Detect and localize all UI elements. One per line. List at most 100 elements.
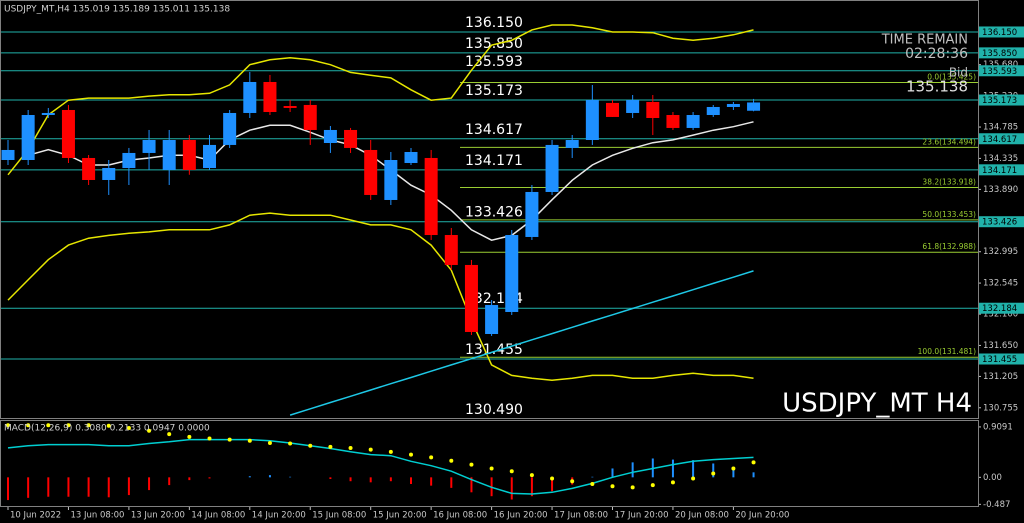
signal-dot xyxy=(650,483,655,488)
level-axis-box xyxy=(979,26,1024,38)
signal-dot xyxy=(670,480,675,485)
signal-dot xyxy=(691,476,696,481)
x-tick-label: 16 Jun 20:00 xyxy=(494,511,548,521)
candle-body xyxy=(747,102,761,111)
y-tick-label: 132.995 xyxy=(983,247,1018,257)
candle-body xyxy=(585,99,599,141)
overlay-line xyxy=(7,24,754,176)
level-label: 135.593 xyxy=(465,54,523,70)
candle-body xyxy=(323,129,337,144)
candle-body xyxy=(1,149,15,160)
signal-dot xyxy=(469,462,474,467)
level-axis-box xyxy=(979,94,1024,106)
y-tick-label: 131.650 xyxy=(983,341,1018,351)
axes: 135.680135.230134.785134.335133.890133.4… xyxy=(7,26,1024,521)
candle-body xyxy=(444,235,458,265)
candle-body xyxy=(182,140,196,170)
time-remain-label: TIME REMAIN xyxy=(881,33,968,48)
x-tick-label: 13 Jun 20:00 xyxy=(131,511,185,521)
level-label: 134.171 xyxy=(465,153,523,169)
x-tick-label: 20 Jun 08:00 xyxy=(675,511,729,521)
y-tick-label: 133.890 xyxy=(983,185,1018,195)
x-tick-label: 17 Jun 08:00 xyxy=(554,511,608,521)
candle-body xyxy=(203,144,216,169)
fib-label: 0.0(135.425) xyxy=(927,72,976,81)
signal-dot xyxy=(288,441,293,446)
candle-body xyxy=(464,264,478,332)
candle-body xyxy=(525,191,539,237)
level-axis-label: 132.184 xyxy=(982,304,1017,314)
candle-body xyxy=(142,140,156,153)
candle-body xyxy=(726,103,740,107)
fib-label: 100.0(131.481) xyxy=(918,347,976,356)
signal-dot xyxy=(308,443,313,448)
signal-dot xyxy=(711,471,716,476)
level-axis-label: 133.426 xyxy=(982,218,1017,228)
fib-label: 38.2(133.918) xyxy=(922,177,976,186)
candle-body xyxy=(364,149,378,195)
candle-body xyxy=(283,106,297,108)
level-axis-label: 135.850 xyxy=(982,49,1017,59)
overlay-line xyxy=(289,270,754,416)
level-axis-box xyxy=(979,353,1024,365)
level-axis-label: 135.173 xyxy=(982,96,1017,106)
signal-dot xyxy=(126,425,131,430)
candle-body xyxy=(41,112,55,116)
signal-dot xyxy=(328,444,333,449)
level-axis-label: 134.617 xyxy=(982,135,1017,145)
y-tick-label: 132.545 xyxy=(983,279,1018,289)
macd-pane xyxy=(6,423,756,501)
x-tick-label: 15 Jun 08:00 xyxy=(312,511,366,521)
signal-dot xyxy=(489,466,494,471)
time-remain: 02:28:36 xyxy=(905,46,968,62)
candle-body xyxy=(485,305,499,334)
price-frame xyxy=(0,0,979,419)
y-tick-label: 130.755 xyxy=(983,403,1018,413)
candle-body xyxy=(263,81,277,113)
signal-dot xyxy=(247,438,252,443)
candle-body xyxy=(82,157,96,180)
x-tick-label: 17 Jun 20:00 xyxy=(615,511,669,521)
level-axis-label: 136.150 xyxy=(982,28,1017,38)
candle-body xyxy=(61,109,75,158)
signal-dot xyxy=(86,423,91,428)
signal-dot xyxy=(106,423,111,428)
level-label: 133.426 xyxy=(465,205,523,221)
candle-body xyxy=(384,159,398,200)
candle-body xyxy=(243,81,257,113)
signal-dot xyxy=(409,452,413,457)
x-tick-label: 10 Jun 2022 xyxy=(10,511,61,521)
candle-body xyxy=(122,152,136,169)
signal-dot xyxy=(227,437,232,442)
candle-body xyxy=(162,140,176,170)
y-tick-label: 0.00 xyxy=(983,473,1002,483)
level-axis-label: 134.171 xyxy=(982,166,1017,176)
signal-dot xyxy=(368,447,373,452)
y-tick-label: 131.205 xyxy=(983,372,1018,382)
level-axis-box xyxy=(979,47,1024,59)
signal-dot xyxy=(267,440,272,445)
y-tick-label: 134.785 xyxy=(983,123,1018,133)
y-tick-label: 0.9091 xyxy=(983,422,1013,432)
x-tick-label: 16 Jun 08:00 xyxy=(433,511,487,521)
candle-body xyxy=(666,115,680,128)
signal-dot xyxy=(187,434,192,439)
macd-line xyxy=(7,438,754,495)
candle-body xyxy=(686,115,700,128)
candle-body xyxy=(606,102,619,117)
level-axis-label: 135.593 xyxy=(982,67,1017,77)
candle-body xyxy=(344,129,358,148)
level-label: 134.617 xyxy=(465,122,523,138)
x-tick-label: 20 Jun 20:00 xyxy=(735,511,789,521)
x-tick-label: 15 Jun 20:00 xyxy=(373,511,427,521)
fib-label: 61.8(132.988) xyxy=(922,242,976,251)
signal-dot xyxy=(66,423,71,428)
signal-dot xyxy=(529,473,534,478)
signal-dot xyxy=(388,449,393,454)
candle-body xyxy=(505,235,519,312)
chart-title: USDJPY_MT,H4 135.019 135.189 135.011 135… xyxy=(4,5,230,15)
level-label: 131.455 xyxy=(465,342,523,358)
level-axis-label: 131.455 xyxy=(982,355,1017,365)
